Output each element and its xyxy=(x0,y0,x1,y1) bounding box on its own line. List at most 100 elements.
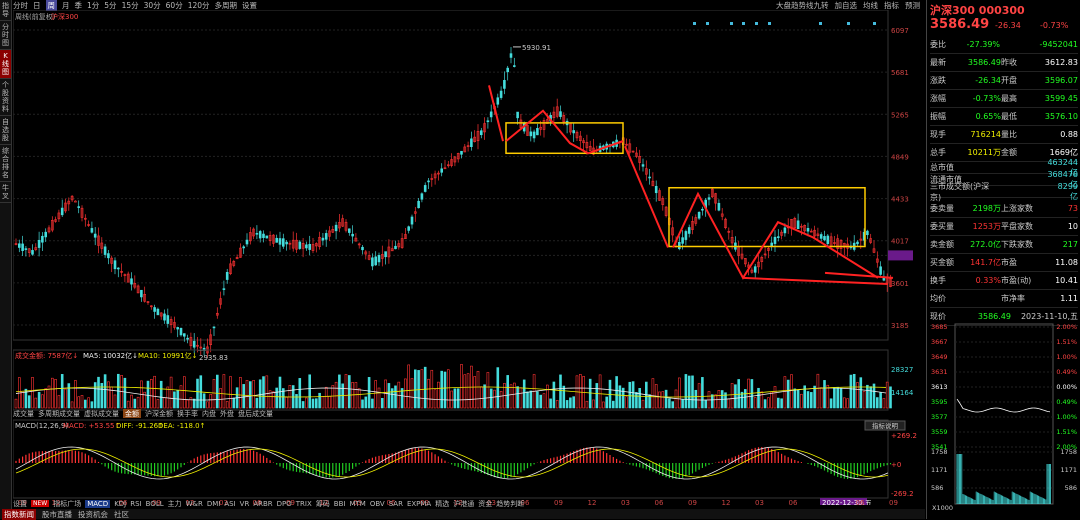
quote-value: 141.7亿 xyxy=(970,258,1001,267)
candle xyxy=(163,313,166,321)
left-nav-item[interactable]: 综合排名 xyxy=(0,145,11,182)
chart-tool-button[interactable]: 大盘趋势线九转 xyxy=(776,1,829,10)
indicator-tab[interactable]: 筹码 xyxy=(315,499,330,508)
candle xyxy=(354,237,358,242)
bottom-tab[interactable]: 指数新闻 xyxy=(2,508,36,520)
indicator-tab[interactable]: RSI xyxy=(130,499,142,508)
volume-bar xyxy=(77,396,80,409)
chart-tool-button[interactable]: 指标 xyxy=(884,1,899,10)
candle xyxy=(364,251,368,255)
indicator-tab[interactable]: 趋势判断 xyxy=(496,499,525,508)
volume-indicator-tab[interactable]: 内盘 xyxy=(202,410,216,418)
indicator-tab[interactable]: OBV xyxy=(369,499,385,508)
left-nav-item[interactable]: K线图 xyxy=(0,50,11,79)
left-nav-item[interactable]: 分时图 xyxy=(0,21,11,50)
volume-bar xyxy=(793,388,797,409)
volume-indicator-tab[interactable]: 成交量 xyxy=(13,410,34,418)
bottom-tab[interactable]: 投资机会 xyxy=(78,509,108,519)
candle xyxy=(173,322,176,328)
period-tab[interactable]: 月 xyxy=(62,0,70,10)
indicator-tab[interactable]: DMI xyxy=(206,499,221,508)
candle xyxy=(783,227,787,234)
indicator-tab[interactable]: MACD xyxy=(85,499,111,508)
candle xyxy=(552,111,556,119)
period-tab[interactable]: 15分 xyxy=(121,0,139,10)
indicator-tab[interactable]: TRIX xyxy=(295,499,312,508)
period-tab[interactable]: 季 xyxy=(74,0,83,10)
volume-bar xyxy=(367,377,371,409)
volume-bar xyxy=(394,385,397,409)
left-nav-item[interactable]: 牛叉 xyxy=(0,182,11,203)
indicator-tab[interactable]: SAR xyxy=(388,499,403,508)
indicator-tab[interactable]: KDJ xyxy=(114,499,127,508)
price-axis-label: 4433 xyxy=(891,196,909,204)
candle xyxy=(103,246,107,255)
volume-bar xyxy=(526,391,529,409)
indicator-tab[interactable]: 指标广场 xyxy=(53,499,82,508)
period-tab[interactable]: 多周期 xyxy=(214,0,238,10)
volume-indicator-tab[interactable]: 金额 xyxy=(123,409,141,418)
indicator-tab[interactable]: EXPMA xyxy=(406,499,432,508)
bottom-tab[interactable]: 社区 xyxy=(114,509,129,519)
candle xyxy=(60,207,64,216)
volume-bar xyxy=(196,378,199,409)
period-tab[interactable]: 设置 xyxy=(242,0,258,10)
intraday-mini-chart[interactable]: 3685 2.00% 3667 1.51% 3649 1.00% 3631 0.49% 3613… xyxy=(930,322,1078,512)
macd-dea: DEA: -118.0↑ xyxy=(158,422,206,430)
period-tab[interactable]: 5分 xyxy=(104,0,117,10)
volume-indicator-tab[interactable]: 外盘 xyxy=(220,410,234,418)
consolidation-box xyxy=(505,122,624,155)
volume-indicator-tab[interactable]: 虚拟成交量 xyxy=(84,410,119,418)
indicator-tab[interactable]: 主力 xyxy=(167,499,182,508)
volume-bar xyxy=(169,376,173,409)
indicator-tab[interactable]: W&R xyxy=(185,499,203,508)
candle xyxy=(526,125,529,136)
period-tab[interactable]: 120分 xyxy=(187,0,210,10)
candle xyxy=(440,168,444,173)
bottom-tab[interactable]: 股市直播 xyxy=(42,509,72,519)
candle xyxy=(506,67,510,73)
volume-indicator-tab[interactable]: 换手率 xyxy=(177,410,198,418)
left-nav-item[interactable]: 个股资料 xyxy=(0,79,11,116)
quote-value: 716214 xyxy=(970,130,1001,139)
indicator-tab[interactable]: VR xyxy=(239,499,250,508)
indicator-tab[interactable]: 沪港通 xyxy=(453,499,475,508)
kline-chart[interactable]: 609756815265484944334017387236013185周线(前… xyxy=(13,10,925,505)
period-tab[interactable]: 30分 xyxy=(143,0,161,10)
indicator-tab[interactable]: BBI xyxy=(333,499,346,508)
indicator-tab[interactable]: MTM xyxy=(349,499,366,508)
left-nav-item[interactable]: 自选股 xyxy=(0,116,11,145)
indicator-tab[interactable]: 精选 xyxy=(435,499,450,508)
indicator-tab[interactable]: 资金 xyxy=(478,499,493,508)
candle xyxy=(110,257,113,264)
volume-indicator-tab[interactable]: 盘后成交量 xyxy=(238,410,273,418)
indicator-tab[interactable]: NEW xyxy=(31,500,50,507)
indicator-tab[interactable]: ASI xyxy=(224,499,236,508)
candle xyxy=(179,327,183,336)
candle xyxy=(371,257,374,267)
period-tab[interactable]: 60分 xyxy=(165,0,183,10)
chart-tool-button[interactable]: 预测 xyxy=(905,1,920,10)
period-tab[interactable]: 日 xyxy=(33,0,41,10)
volume-bar xyxy=(146,380,150,409)
indicator-tab[interactable]: ARBR xyxy=(253,499,273,508)
volume-bar xyxy=(466,373,470,409)
quote-label: 委买量 xyxy=(930,222,954,231)
candle xyxy=(687,227,691,234)
candle xyxy=(427,180,430,183)
volume-indicator-tab[interactable]: 多周期成交量 xyxy=(38,410,80,418)
candle xyxy=(483,123,486,133)
indicator-tab[interactable]: BOLL xyxy=(145,499,164,508)
chart-tool-button[interactable]: 加自选 xyxy=(834,1,858,10)
time-axis-label: 09 xyxy=(18,499,27,505)
indicator-tab[interactable]: 设置 xyxy=(13,499,27,508)
indicator-tab[interactable]: DPO xyxy=(276,499,292,508)
period-tab[interactable]: 1分 xyxy=(87,0,100,10)
period-tab[interactable]: 周 xyxy=(45,0,57,11)
left-nav-item[interactable]: 指导 xyxy=(0,0,11,21)
chart-tool-button[interactable]: 均线 xyxy=(863,1,878,10)
candle xyxy=(239,247,242,258)
period-tab[interactable]: 分时 xyxy=(13,0,28,10)
volume-indicator-tab[interactable]: 沪深金额 xyxy=(145,410,173,418)
candle xyxy=(344,221,348,231)
